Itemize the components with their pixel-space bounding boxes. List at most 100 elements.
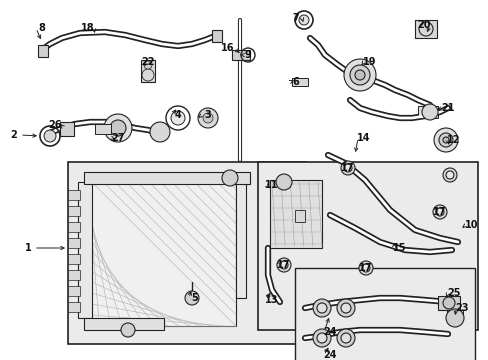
Circle shape <box>442 137 448 143</box>
Circle shape <box>44 130 56 142</box>
Text: 21: 21 <box>440 103 454 113</box>
Circle shape <box>316 333 326 343</box>
Bar <box>68 302 80 312</box>
Circle shape <box>442 168 456 182</box>
Bar <box>414 20 436 38</box>
Text: 22: 22 <box>141 57 154 67</box>
Circle shape <box>438 133 452 147</box>
Circle shape <box>150 122 170 142</box>
Text: 2: 2 <box>11 130 18 140</box>
Bar <box>417 106 437 118</box>
Bar <box>60 122 74 136</box>
Text: 26: 26 <box>48 120 61 130</box>
Circle shape <box>354 70 364 80</box>
Circle shape <box>143 61 152 69</box>
Bar <box>236 178 245 298</box>
Bar <box>68 190 80 200</box>
Circle shape <box>316 303 326 313</box>
Circle shape <box>435 208 443 216</box>
Text: 17: 17 <box>277 260 290 270</box>
Bar <box>258 162 477 330</box>
Circle shape <box>343 59 375 91</box>
Circle shape <box>432 205 446 219</box>
Bar <box>88 178 236 326</box>
Text: 17: 17 <box>341 163 354 173</box>
Text: 17: 17 <box>432 207 446 217</box>
Bar <box>141 60 155 82</box>
Text: 4: 4 <box>174 110 181 120</box>
Circle shape <box>222 170 238 186</box>
Bar <box>231 50 249 60</box>
Text: 19: 19 <box>363 57 376 67</box>
Text: 1: 1 <box>24 243 31 253</box>
Text: 24: 24 <box>323 350 336 360</box>
Circle shape <box>198 108 218 128</box>
Bar <box>38 45 48 57</box>
Circle shape <box>171 111 184 125</box>
Bar <box>78 182 92 318</box>
Text: 11: 11 <box>264 180 278 190</box>
Circle shape <box>312 299 330 317</box>
Bar <box>68 238 80 248</box>
Bar <box>212 30 222 42</box>
Circle shape <box>276 258 290 272</box>
Circle shape <box>340 161 354 175</box>
Bar <box>68 270 80 280</box>
Bar <box>68 222 80 232</box>
Text: 9: 9 <box>244 50 251 60</box>
Circle shape <box>421 104 437 120</box>
Circle shape <box>445 171 453 179</box>
Text: 16: 16 <box>221 43 234 53</box>
Bar <box>84 318 163 330</box>
Bar <box>68 206 80 216</box>
Text: 24: 24 <box>323 327 336 337</box>
Circle shape <box>433 128 457 152</box>
Text: 6: 6 <box>292 77 299 87</box>
Circle shape <box>343 164 351 172</box>
Circle shape <box>336 329 354 347</box>
Bar <box>269 180 321 248</box>
Circle shape <box>336 299 354 317</box>
Text: 8: 8 <box>39 23 45 33</box>
Text: 12: 12 <box>447 135 460 145</box>
Bar <box>68 162 305 344</box>
Circle shape <box>445 309 463 327</box>
Text: 7: 7 <box>292 13 299 23</box>
Circle shape <box>361 264 369 272</box>
Bar <box>68 254 80 264</box>
Text: 10: 10 <box>464 220 478 230</box>
Circle shape <box>275 174 291 190</box>
Circle shape <box>110 120 126 136</box>
Text: 20: 20 <box>416 20 430 30</box>
Circle shape <box>298 15 308 25</box>
Text: 15: 15 <box>392 243 406 253</box>
Bar <box>84 172 249 184</box>
Text: 17: 17 <box>359 263 372 273</box>
Text: 25: 25 <box>447 288 460 298</box>
Text: 23: 23 <box>454 303 468 313</box>
Text: 5: 5 <box>191 293 198 303</box>
Circle shape <box>184 291 199 305</box>
Bar <box>68 286 80 296</box>
Circle shape <box>121 323 135 337</box>
Circle shape <box>104 114 132 142</box>
Text: 18: 18 <box>81 23 95 33</box>
Bar <box>294 210 305 222</box>
Circle shape <box>340 333 350 343</box>
Circle shape <box>340 303 350 313</box>
Circle shape <box>358 261 372 275</box>
Bar <box>291 78 307 86</box>
Text: 27: 27 <box>111 133 124 143</box>
Bar <box>437 296 459 310</box>
Bar <box>446 310 462 320</box>
Circle shape <box>280 261 287 269</box>
Bar <box>294 268 474 360</box>
Text: 3: 3 <box>204 110 211 120</box>
Circle shape <box>312 329 330 347</box>
Circle shape <box>203 113 213 123</box>
Circle shape <box>349 65 369 85</box>
Circle shape <box>442 297 454 309</box>
Text: 13: 13 <box>264 295 278 305</box>
Bar <box>95 124 111 134</box>
Text: 14: 14 <box>357 133 370 143</box>
